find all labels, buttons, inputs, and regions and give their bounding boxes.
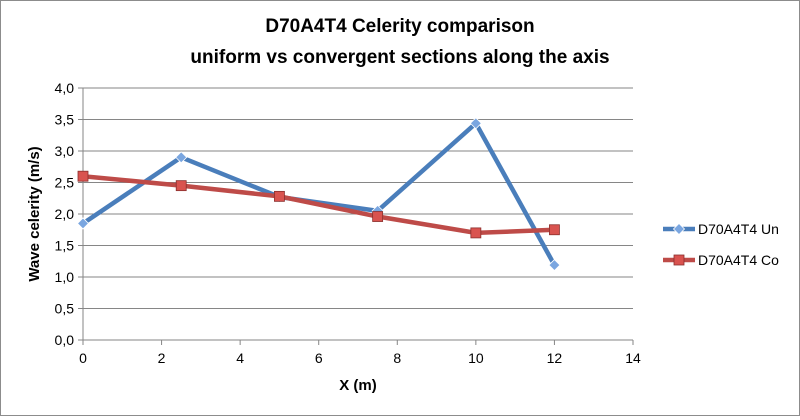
data-point <box>469 117 482 130</box>
y-axis-label: Wave celerity (m/s) <box>26 146 43 281</box>
data-point <box>372 211 384 222</box>
chart-title-line1: D70A4T4 Celerity comparison <box>265 16 534 37</box>
legend-marker <box>673 254 685 266</box>
gridlines <box>83 87 633 309</box>
y-tick-label: 4,0 <box>55 80 75 96</box>
legend-label: D70A4T4 Un <box>698 221 779 237</box>
y-tick-label: 0,5 <box>55 301 75 317</box>
legend: D70A4T4 Un D70A4T4 Co <box>663 221 779 268</box>
y-tick-label: 1,0 <box>55 269 75 285</box>
y-tick-label: 2,0 <box>55 206 75 222</box>
y-tick-label: 2,5 <box>55 175 75 191</box>
legend-item-2: D70A4T4 Co <box>663 252 779 268</box>
x-tick-label: 8 <box>393 350 401 366</box>
legend-marker <box>672 222 686 236</box>
series-2 <box>77 170 560 239</box>
y-tick-label: 3,5 <box>55 112 75 128</box>
x-axis-label: X (m) <box>339 377 377 394</box>
data-point <box>548 258 561 272</box>
data-point <box>77 170 89 182</box>
x-tick-label: 12 <box>547 350 563 366</box>
y-tick-label: 3,0 <box>55 143 75 159</box>
series-line <box>82 173 555 236</box>
data-point <box>274 190 285 202</box>
y-tick-label: 0,0 <box>55 332 75 348</box>
x-tick-label: 6 <box>315 350 323 366</box>
x-tick-label: 2 <box>158 350 166 366</box>
chart-title-line2: uniform vs convergent sections along the… <box>190 47 609 68</box>
legend-label: D70A4T4 Co <box>698 252 779 268</box>
data-point <box>549 224 560 236</box>
y-tick-labels: 0,0 0,5 1,0 1,5 2,0 2,5 3,0 3,5 4,0 <box>55 80 83 348</box>
x-tick-label: 0 <box>79 350 87 366</box>
series-group <box>76 117 561 272</box>
data-point <box>470 227 482 239</box>
data-point <box>175 180 187 192</box>
legend-item-1: D70A4T4 Un <box>663 221 779 237</box>
y-tick-label: 1,5 <box>55 238 75 254</box>
series-line <box>81 121 557 267</box>
series-1 <box>76 117 561 272</box>
data-point <box>175 151 188 164</box>
x-tick-labels: 0 2 4 6 8 10 12 14 <box>79 340 641 366</box>
x-tick-label: 4 <box>236 350 244 366</box>
data-point <box>76 217 90 230</box>
x-tick-label: 10 <box>468 350 484 366</box>
x-tick-label: 14 <box>625 350 641 366</box>
